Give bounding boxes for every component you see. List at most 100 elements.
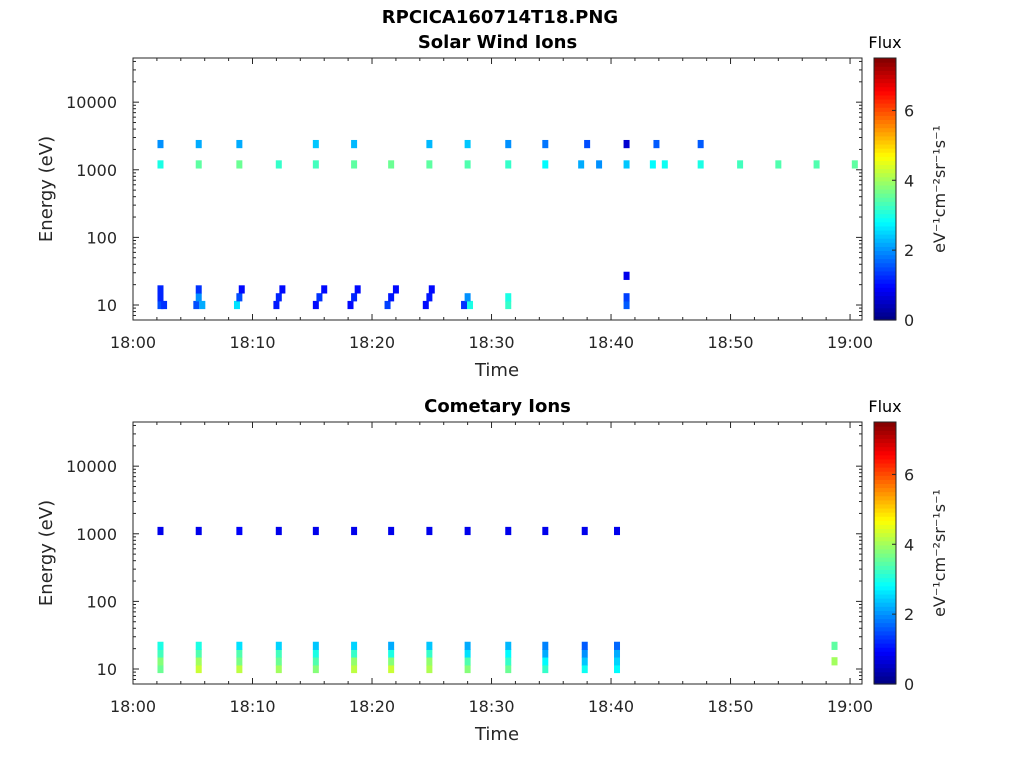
colorbar-segment [874,205,896,211]
heatmap-cell [851,160,858,169]
colorbar-segment [874,647,896,652]
heatmap-cell [275,160,282,169]
colorbar-tick-label: 4 [904,535,914,554]
colorbar-segment [874,287,896,292]
colorbar-segment [874,94,896,100]
heatmap-cell [384,300,391,310]
colorbar-segment [874,524,896,530]
colorbar-segment [874,209,896,215]
colorbar-segment [874,487,896,493]
heatmap-cell [422,300,429,310]
colorbar-segment [874,462,896,468]
heatmap-cell [321,285,328,294]
colorbar-segment [874,184,896,190]
heatmap-cell [426,293,433,302]
colorbar-segment [874,585,896,591]
heatmap-cell [428,285,435,294]
heatmap-cell [649,160,656,169]
colorbar-segment [874,242,896,247]
heatmap-cell [236,657,243,666]
heatmap-cell [157,641,164,650]
colorbar-title: Flux [868,33,901,52]
heatmap-cell [388,657,395,666]
heatmap-cell [157,664,164,674]
colorbar-tick-label: 4 [904,171,914,190]
heatmap-cell [195,649,202,658]
colorbar-segment [874,561,896,566]
heatmap-cell [236,664,243,674]
figure-title: RPCICA160714T18.PNG [381,7,619,28]
heatmap-cell [542,641,549,650]
heatmap-cell [623,271,630,280]
heatmap-cell [623,139,630,149]
heatmap-cell [505,664,512,674]
heatmap-cell [623,160,630,169]
colorbar-segment [874,577,896,583]
panel-title: Solar Wind Ions [418,32,577,53]
colorbar-segment [874,528,896,534]
colorbar-segment [874,614,896,620]
heatmap-cell [581,526,588,536]
colorbar-segment [874,446,896,452]
colorbar-segment [874,78,896,84]
colorbar-frame [873,421,897,685]
colorbar-segment [874,107,896,112]
colorbar-segment [874,299,896,305]
heatmap-cell [542,160,549,169]
heatmap-cell [195,285,202,294]
colorbar-segment [874,98,896,104]
x-tick-label: 18:50 [707,697,753,716]
heatmap-cell [426,641,433,650]
colorbar-segment [874,536,896,542]
heatmap-cell [275,649,282,658]
colorbar-segment [874,618,896,624]
heatmap-cell [312,664,319,674]
heatmap-cell [831,641,838,650]
heatmap-cell [312,641,319,650]
heatmap-cell [236,139,243,149]
heatmap-cell [581,641,588,650]
heatmap-cell [157,293,164,302]
heatmap-cell [351,526,358,536]
colorbar-tick-label: 0 [904,675,914,694]
heatmap-cell [581,657,588,666]
x-tick-label: 18:20 [349,697,395,716]
colorbar-segment [874,74,896,80]
colorbar-segment [874,315,896,321]
colorbar-segment [874,221,896,227]
colorbar-segment [874,58,896,63]
x-tick-label: 18:30 [468,697,514,716]
x-tick-label: 18:00 [110,333,156,352]
colorbar-segment [874,103,896,108]
heatmap-cell [813,160,820,169]
heatmap-cell [199,300,206,310]
axes-box [132,421,863,685]
colorbar-segment [874,458,896,464]
colorbar-label: eV⁻¹cm⁻²sr⁻¹s⁻¹ [930,489,949,617]
heatmap-cell [505,139,512,149]
colorbar-segment [874,663,896,669]
colorbar-segment [874,283,896,288]
heatmap-cell [464,526,471,536]
colorbar-segment [874,193,896,198]
colorbar-label: eV⁻¹cm⁻²sr⁻¹s⁻¹ [930,125,949,253]
colorbar-segment [874,602,896,607]
heatmap-cell [351,160,358,169]
heatmap-cell [505,649,512,658]
x-tick-label: 19:00 [827,333,873,352]
colorbar-segment [874,229,896,235]
heatmap-cell [584,139,591,149]
colorbar-segment [874,189,896,194]
colorbar-segment [874,152,896,157]
colorbar-segment [874,438,896,444]
y-tick-label: 10000 [66,457,117,476]
heatmap-cell [542,649,549,658]
x-axis-label: Time [474,724,519,745]
colorbar-segment [874,434,896,439]
heatmap-cell [279,285,286,294]
heatmap-cell [542,526,549,536]
colorbar-segment [874,307,896,313]
heatmap-cell [464,641,471,650]
colorbar-segment [874,160,896,166]
